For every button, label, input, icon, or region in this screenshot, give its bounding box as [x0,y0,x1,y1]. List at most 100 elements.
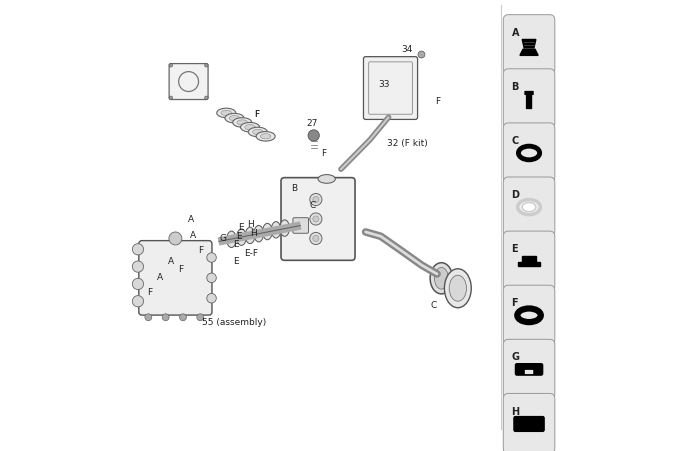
Text: 33: 33 [379,80,390,89]
Circle shape [132,262,144,272]
Text: G: G [220,234,227,243]
FancyBboxPatch shape [504,232,555,292]
Ellipse shape [245,125,255,130]
Circle shape [169,232,182,245]
Ellipse shape [227,232,236,248]
Text: B: B [291,184,297,193]
FancyBboxPatch shape [504,394,555,451]
Circle shape [132,279,144,290]
Text: C: C [512,136,519,146]
FancyBboxPatch shape [504,69,555,129]
Ellipse shape [518,200,541,215]
Ellipse shape [444,269,471,308]
Circle shape [162,314,169,321]
Text: E: E [236,231,242,240]
FancyBboxPatch shape [504,16,555,76]
Text: 55 (assembly): 55 (assembly) [202,318,267,327]
Circle shape [207,294,216,303]
Circle shape [205,64,208,68]
FancyBboxPatch shape [504,178,555,238]
Text: 32 (F kit): 32 (F kit) [387,138,428,147]
Ellipse shape [256,132,275,142]
Text: 27: 27 [306,119,318,128]
Circle shape [310,213,322,226]
Text: F: F [512,298,518,308]
Ellipse shape [280,221,290,237]
Ellipse shape [233,119,252,128]
Ellipse shape [248,128,267,138]
Text: F: F [178,265,184,274]
Circle shape [169,97,173,100]
Text: F: F [435,97,441,106]
Text: D: D [512,190,520,200]
Text: E: E [512,244,518,253]
Text: A: A [512,28,519,38]
Circle shape [169,64,173,68]
Circle shape [180,314,186,321]
Ellipse shape [449,276,466,302]
FancyBboxPatch shape [363,58,418,120]
Text: F: F [254,110,259,119]
Text: E: E [233,257,238,266]
Text: F: F [198,245,203,254]
Circle shape [310,194,322,206]
FancyBboxPatch shape [526,95,532,110]
Circle shape [197,314,204,321]
Polygon shape [520,50,538,56]
Polygon shape [518,256,539,267]
Text: E: E [234,239,239,249]
Text: C: C [431,300,437,309]
Text: G: G [512,352,520,362]
Circle shape [308,130,319,142]
Ellipse shape [318,175,335,184]
Circle shape [132,244,144,255]
Text: A: A [157,272,163,281]
Circle shape [145,314,152,321]
Circle shape [132,296,144,307]
Circle shape [207,273,216,283]
FancyBboxPatch shape [293,218,308,234]
Ellipse shape [217,109,236,119]
Ellipse shape [271,222,281,239]
Text: H: H [248,220,254,229]
Text: B: B [512,82,519,92]
Ellipse shape [261,134,271,140]
FancyBboxPatch shape [504,124,555,184]
FancyBboxPatch shape [169,64,208,100]
Text: A: A [168,257,174,266]
Ellipse shape [237,230,246,246]
Circle shape [313,216,319,222]
FancyBboxPatch shape [515,363,543,376]
FancyBboxPatch shape [525,370,533,374]
Text: F: F [321,149,327,158]
Text: E: E [238,222,244,231]
Circle shape [205,97,208,100]
Circle shape [310,233,322,245]
Ellipse shape [435,268,448,290]
FancyBboxPatch shape [504,285,555,345]
Circle shape [313,236,319,242]
Circle shape [418,52,425,59]
Text: F: F [254,110,259,119]
FancyBboxPatch shape [281,178,355,261]
Ellipse shape [221,111,232,116]
FancyBboxPatch shape [139,241,212,315]
Text: H: H [512,405,520,416]
Ellipse shape [225,114,244,124]
Ellipse shape [237,120,248,126]
Ellipse shape [430,263,453,294]
Ellipse shape [263,224,272,240]
Text: F: F [147,287,152,296]
Circle shape [313,197,319,203]
Ellipse shape [245,228,255,244]
Text: 34: 34 [402,45,413,54]
FancyBboxPatch shape [513,416,545,432]
Ellipse shape [240,123,260,133]
Ellipse shape [230,116,240,121]
Text: E-F: E-F [244,248,258,257]
Text: A: A [188,215,194,224]
FancyBboxPatch shape [524,92,534,96]
Text: C: C [309,201,316,210]
Text: A: A [190,230,196,239]
Ellipse shape [252,130,263,135]
